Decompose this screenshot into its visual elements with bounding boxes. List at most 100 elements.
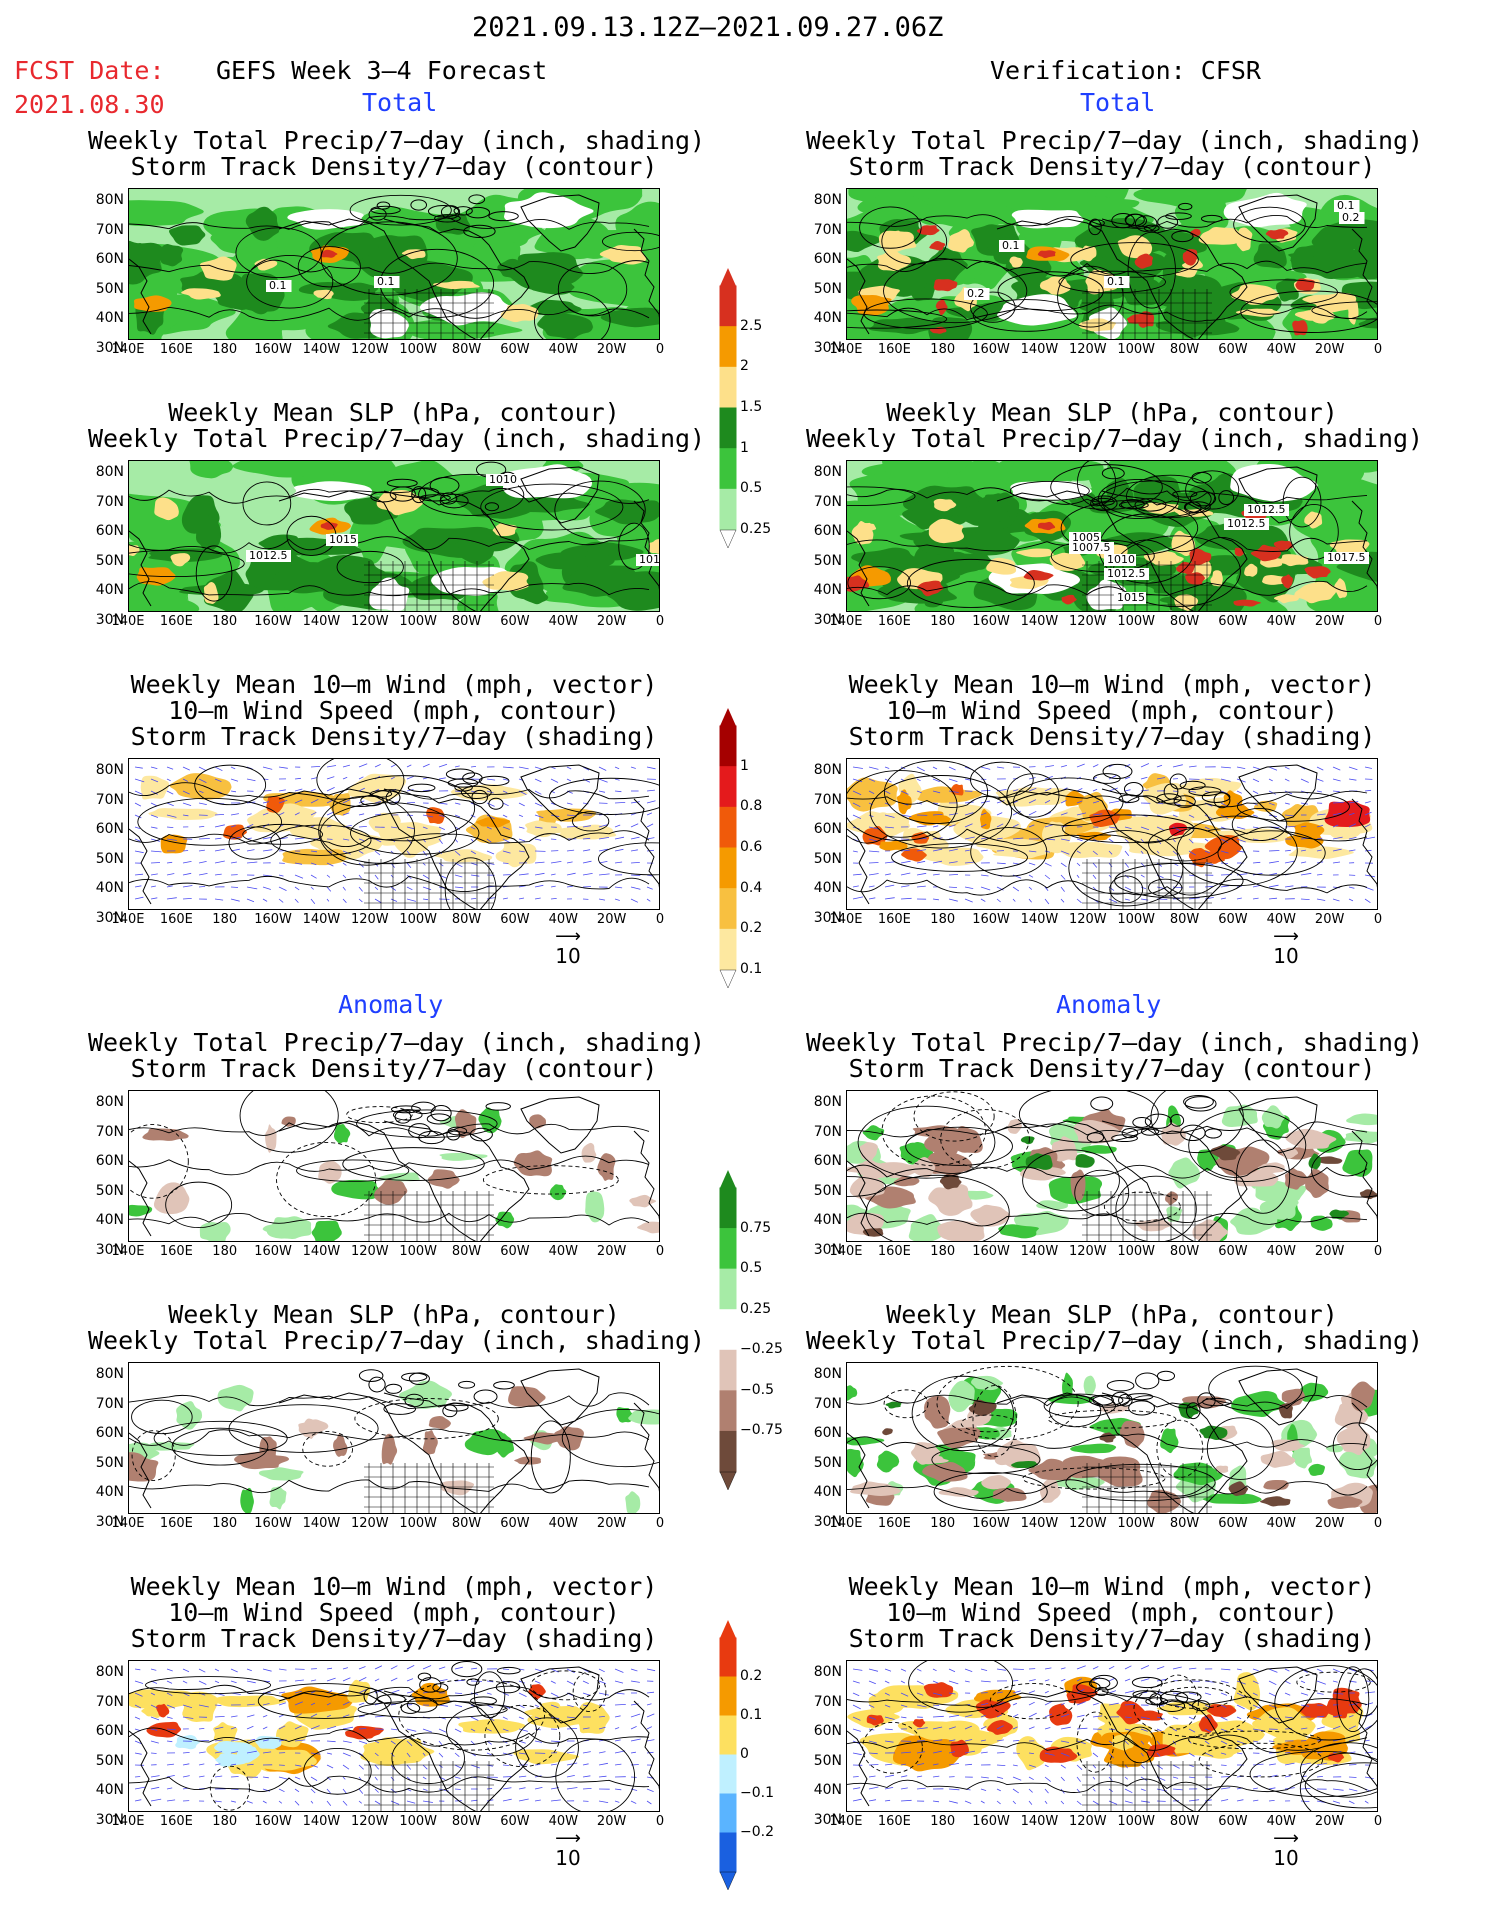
precip-shade — [1049, 552, 1086, 572]
state-borders — [364, 1463, 494, 1513]
colorbar-label: 0.2 — [740, 1668, 763, 1684]
precip-shade — [189, 461, 234, 479]
precip-shade — [522, 588, 549, 605]
state-borders — [364, 859, 494, 909]
contour-label: 1005 — [1072, 531, 1100, 544]
precip-shade — [482, 571, 529, 591]
lon-label: 140W — [1020, 912, 1059, 927]
colorbar-label: 0.1 — [740, 961, 763, 977]
precip-shade — [129, 200, 208, 227]
precip-shade — [1171, 530, 1196, 557]
lon-label: 80W — [1169, 342, 1200, 357]
panel-title-p3-left-1: Weekly Mean 10–m Wind (mph, vector) — [130, 670, 658, 699]
lon-label: 40W — [1266, 342, 1296, 357]
colorbar-label: −0.2 — [740, 1824, 774, 1840]
precip-shade — [847, 230, 882, 253]
precip-shade — [933, 498, 957, 512]
precip-anom — [440, 1480, 475, 1496]
precip-anom — [1260, 1450, 1296, 1468]
lon-label: 40W — [1266, 1516, 1296, 1531]
contour-label: 0.2 — [967, 287, 985, 300]
lon-label: 20W — [596, 614, 627, 629]
contours — [847, 1091, 1377, 1241]
contours — [129, 759, 659, 909]
precip-shade — [1037, 250, 1056, 259]
lon-label: 140W — [302, 614, 341, 629]
coastline — [847, 194, 1377, 339]
vector-reference: ⟶ 10 — [548, 1830, 588, 1871]
colorbar-label: 0.75 — [740, 1219, 772, 1236]
lon-label: 60W — [500, 1244, 530, 1259]
precip-shade — [386, 318, 528, 339]
precip-anom — [581, 1142, 597, 1163]
precip-anom — [924, 1395, 951, 1429]
lon-label: 0 — [655, 912, 665, 927]
precip-shade — [1037, 521, 1056, 531]
storm-shade — [1300, 1702, 1332, 1718]
colorbar-bottom-arrow — [719, 529, 737, 549]
precip-anom — [937, 1220, 985, 1241]
panel-title-p5-right-1: Weekly Mean SLP (hPa, contour) — [886, 1300, 1338, 1329]
colorbar-segment — [719, 725, 737, 768]
lon-label: 160E — [877, 614, 911, 629]
precip-anom — [1165, 1191, 1179, 1206]
lon-label: 20W — [596, 1516, 627, 1531]
lon-label: 140E — [829, 1814, 863, 1829]
storm-shade — [1049, 1703, 1073, 1726]
lat-label: 60N — [95, 821, 124, 837]
contour-label: 0.1 — [1107, 275, 1125, 288]
precip-shade — [168, 225, 207, 246]
contours — [129, 194, 659, 339]
lon-label: 120W — [1068, 342, 1107, 357]
precip-anom — [398, 1380, 454, 1409]
lon-label: 0 — [655, 1814, 665, 1829]
precip-shade — [935, 299, 948, 316]
precip-shade — [955, 501, 1011, 526]
storm-shade — [1142, 782, 1187, 815]
vector-reference-value: 10 — [555, 944, 581, 968]
lon-label: 120W — [350, 342, 389, 357]
vector-arrow-icon: ⟶ — [1273, 1828, 1299, 1849]
precip-anom — [311, 1220, 343, 1241]
precip-shade — [868, 317, 942, 335]
precip-anom — [331, 1179, 385, 1200]
lon-label: 60W — [1218, 1814, 1248, 1829]
precip-shade — [1078, 318, 1117, 332]
lon-label: 40W — [1266, 912, 1296, 927]
colorbar-segment — [719, 326, 737, 368]
storm-shade — [1204, 835, 1243, 860]
precip-shade — [433, 280, 480, 290]
map-p5-left — [128, 1362, 660, 1514]
precip-anom — [1161, 1122, 1187, 1146]
lon-label: 140E — [111, 912, 145, 927]
lon-label: 100W — [1117, 912, 1156, 927]
lon-label: 0 — [1373, 342, 1383, 357]
colorbar-segment — [719, 1754, 737, 1795]
colorbar-top-arrow — [720, 1170, 736, 1188]
lon-label: 40W — [1266, 1244, 1296, 1259]
contour-label: 1012.5 — [1107, 567, 1146, 580]
precip-anom — [1308, 1463, 1325, 1476]
precip-anom — [1081, 1145, 1117, 1154]
contour-label: 1010 — [1107, 553, 1135, 566]
storm-shade — [1039, 1746, 1079, 1763]
precip-anom — [439, 1152, 488, 1161]
precip-anom — [885, 1401, 902, 1409]
precip-shade — [129, 545, 140, 556]
lat-label: 80N — [813, 1664, 842, 1680]
state-borders — [1082, 1463, 1212, 1513]
storm-shade — [215, 1753, 248, 1767]
colorbar-segment — [719, 1349, 737, 1392]
lon-label: 80W — [451, 1244, 482, 1259]
colorbar-label: 1 — [740, 439, 749, 456]
dry-area — [287, 209, 364, 230]
precip-shade — [527, 281, 576, 295]
lat-label: 40N — [813, 1782, 842, 1798]
precip-anom — [333, 1124, 351, 1144]
precip-shade — [133, 295, 173, 312]
lon-label: 80W — [451, 912, 482, 927]
lat-label: 50N — [813, 1454, 842, 1471]
lat-label: 40N — [95, 1782, 124, 1798]
period-title: 2021.09.13.12Z–2021.09.27.06Z — [472, 12, 944, 43]
precip-shade — [1117, 235, 1153, 259]
